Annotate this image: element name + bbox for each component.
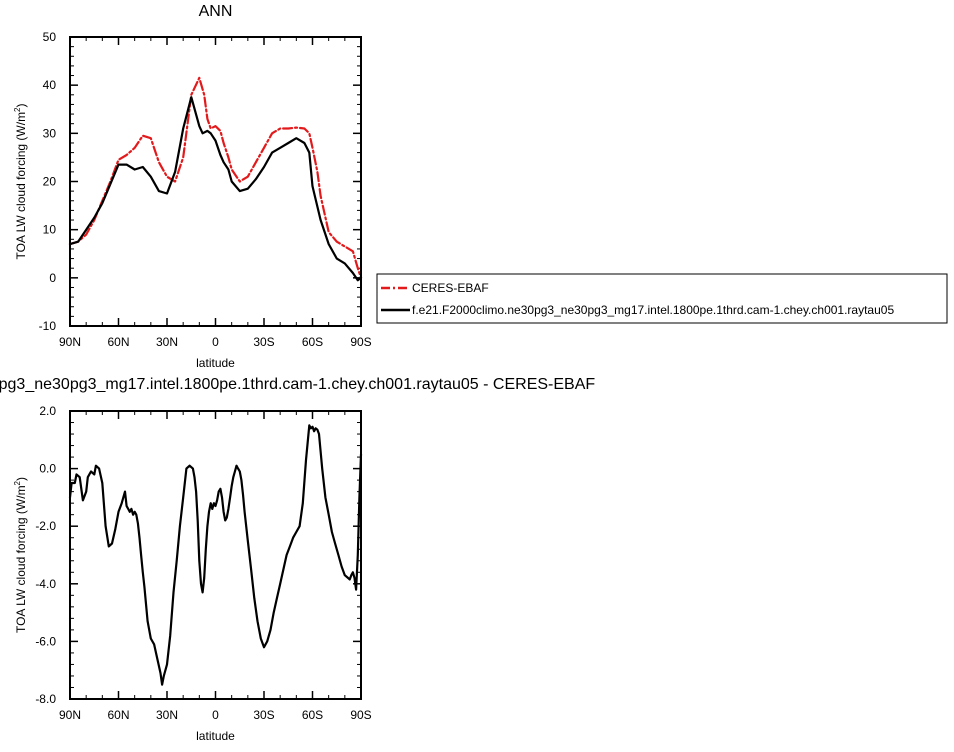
bottom-panel-y-tick-label: 0.0 <box>39 462 56 476</box>
top-panel-x-tick-label: 90N <box>59 335 81 349</box>
top-panel-x-tick-label: 60N <box>107 335 129 349</box>
bottom-panel-y-tick-label: -8.0 <box>35 692 56 706</box>
bottom-panel-y-axis-label-sup: 2 <box>13 480 22 485</box>
top-panel-y-tick-label: 30 <box>43 126 57 140</box>
top-panel-y-axis-label: TOA LW cloud forcing (W/m2) <box>13 103 28 259</box>
bottom-panel-x-tick-label: 30N <box>156 708 178 722</box>
top-panel-x-tick-label: 60S <box>302 335 323 349</box>
top-panel-x-axis-label: latitude <box>196 356 235 370</box>
top-panel-y-tick-label: 40 <box>43 78 57 92</box>
top-panel-y-tick-label: 0 <box>49 271 56 285</box>
bottom-panel-y-axis-label-end: ) <box>14 477 28 481</box>
top-panel-y-tick-label: 50 <box>43 30 57 44</box>
bottom-panel-y-tick-label: -2.0 <box>35 519 56 533</box>
top-panel-y-tick-label: -10 <box>39 319 57 333</box>
bottom-panel-title: f.e21.F2000climo.ne30pg3_ne30pg3_mg17.in… <box>0 376 595 393</box>
top-panel-x-tick-label: 90S <box>350 335 371 349</box>
bottom-panel-series-difference <box>68 424 363 686</box>
bottom-panel-series <box>68 424 363 686</box>
top-panel-title: ANN <box>199 3 233 20</box>
bottom-panel-plot-frame <box>69 410 362 700</box>
top-panel-x-tick-label: 30S <box>253 335 274 349</box>
legend-box <box>376 273 948 324</box>
top-panel-y-axis-label-main: TOA LW cloud forcing (W/m <box>14 112 28 260</box>
top-panel-x-tick-label: 30N <box>156 335 178 349</box>
bottom-panel-y-tick-label: -6.0 <box>35 634 56 648</box>
top-panel-ticks: 90N 60N 30N 0 30S 60S 90S -10 0 10 20 30 40 50 <box>39 30 372 349</box>
bottom-panel-ticks: 90N 60N 30N 0 30S 60S 90S -8.0 -6.0 -4.0 -2.0 0.0 2.… <box>35 404 371 722</box>
top-panel-y-tick-label: 20 <box>43 175 57 189</box>
top-panel-series-ceres-ebaf <box>68 76 363 279</box>
top-panel-x-tick-label: 0 <box>212 335 219 349</box>
bottom-panel-y-axis-label: TOA LW cloud forcing (W/m2) <box>13 477 28 633</box>
top-panel-y-tick-label: 10 <box>43 223 57 237</box>
top-panel-y-axis-label-end: ) <box>14 103 28 107</box>
top-panel-series <box>68 76 363 282</box>
legend-label-model: f.e21.F2000climo.ne30pg3_ne30pg3_mg17.in… <box>412 303 894 317</box>
bottom-panel-x-tick-label: 90N <box>59 708 81 722</box>
top-panel-y-axis-label-sup: 2 <box>13 107 22 112</box>
legend-label-ceres-ebaf: CERES-EBAF <box>412 281 489 295</box>
bottom-panel: f.e21.F2000climo.ne30pg3_ne30pg3_mg17.in… <box>0 376 595 743</box>
bottom-panel-x-tick-label: 90S <box>350 708 371 722</box>
legend: CERES-EBAF f.e21.F2000climo.ne30pg3_ne30… <box>376 273 948 324</box>
top-panel-plot-frame <box>69 36 362 327</box>
bottom-panel-y-tick-label: 2.0 <box>39 404 56 418</box>
bottom-panel-x-tick-label: 60S <box>302 708 323 722</box>
bottom-panel-y-axis-label-main: TOA LW cloud forcing (W/m <box>14 485 28 633</box>
bottom-panel-x-tick-label: 0 <box>212 708 219 722</box>
top-panel-series-f-e21-f2000climo-ne30pg3-ne30pg3-mg17-in <box>68 96 363 282</box>
bottom-panel-x-axis-label: latitude <box>196 729 235 743</box>
bottom-panel-x-tick-label: 60N <box>107 708 129 722</box>
bottom-panel-x-tick-label: 30S <box>253 708 274 722</box>
bottom-panel-y-tick-label: -4.0 <box>35 577 56 591</box>
top-panel: ANN latitude TOA LW cloud forcing (W/m2)… <box>13 3 372 370</box>
